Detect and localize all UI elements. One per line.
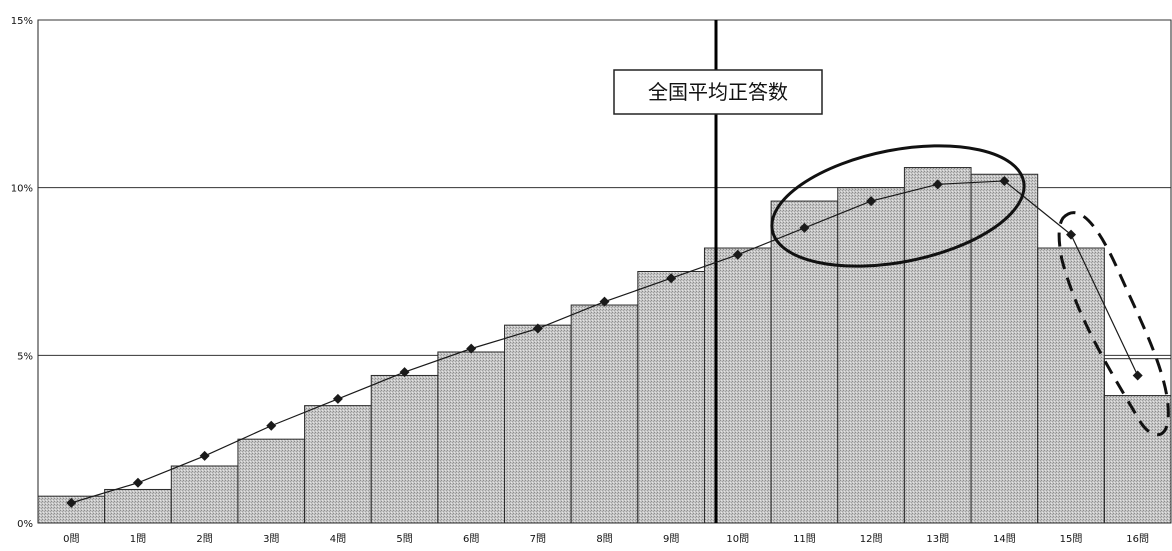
x-tick-label: 12問 [860,533,883,545]
bar [1037,247,1105,524]
x-tick-label: 2問 [196,533,212,545]
bar [170,465,239,524]
line-point [466,343,477,354]
x-tick-label: 7問 [530,533,546,545]
line-point [199,450,210,461]
bar [637,271,705,524]
y-axis-ticks: 0% 5% 10% 15% [11,16,33,530]
x-tick-label: 11問 [793,533,816,545]
bar [970,173,1039,524]
x-tick-label: 13問 [926,533,949,545]
bar [570,304,639,524]
bar [770,200,839,524]
x-axis-ticks: 0問 1問 2問 3問 4問 5問 6問 7問 8問 9問 10問 11問 12問 13問 14問 15問 16… [63,533,1149,545]
bar [304,405,372,524]
bar [437,351,506,524]
x-tick-label: 8問 [596,533,612,545]
y-tick-label: 15% [11,16,33,27]
x-tick-label: 10問 [726,533,749,545]
x-tick-label: 3問 [263,533,279,545]
bar [903,167,972,524]
bar [370,374,439,524]
highlight-ellipse-solid [770,144,1026,268]
line-point [1066,229,1077,240]
overlay-bar [1103,358,1172,524]
bar [104,488,172,524]
markers [66,175,1143,508]
line-point [66,497,77,508]
x-tick-label: 15問 [1060,533,1083,545]
x-tick-label: 6問 [463,533,479,545]
overlay-bars [1103,358,1172,524]
x-tick-label: 5問 [396,533,412,545]
line-point [532,323,543,334]
bar [837,187,905,524]
x-tick-label: 1問 [130,533,146,545]
bars [37,167,1172,524]
bar [504,324,572,524]
y-tick-label: 10% [11,184,33,195]
line-point [399,367,410,378]
x-tick-label: 4問 [330,533,346,545]
line-point [866,196,877,207]
line-point [1132,370,1143,381]
annotation-label: 全国平均正答数 [648,80,788,104]
line-point [266,420,277,431]
line-point [666,273,677,284]
line-point [932,179,943,190]
highlight-ellipse-dashed [1057,211,1170,437]
line-point [599,296,610,307]
bar [237,438,306,524]
x-tick-label: 16問 [1126,533,1149,545]
x-tick-label: 14問 [993,533,1016,545]
annotation-box: 全国平均正答数 [613,69,823,115]
x-tick-label: 0問 [63,533,79,545]
bar [1103,395,1172,524]
x-tick-label: 9問 [663,533,679,545]
line-point [732,249,743,260]
bar [703,247,772,524]
y-tick-label: 5% [17,351,33,362]
line-point [999,175,1010,186]
line-point [132,477,143,488]
line-point [799,222,810,233]
y-tick-label: 0% [17,519,33,530]
line-point [332,393,343,404]
